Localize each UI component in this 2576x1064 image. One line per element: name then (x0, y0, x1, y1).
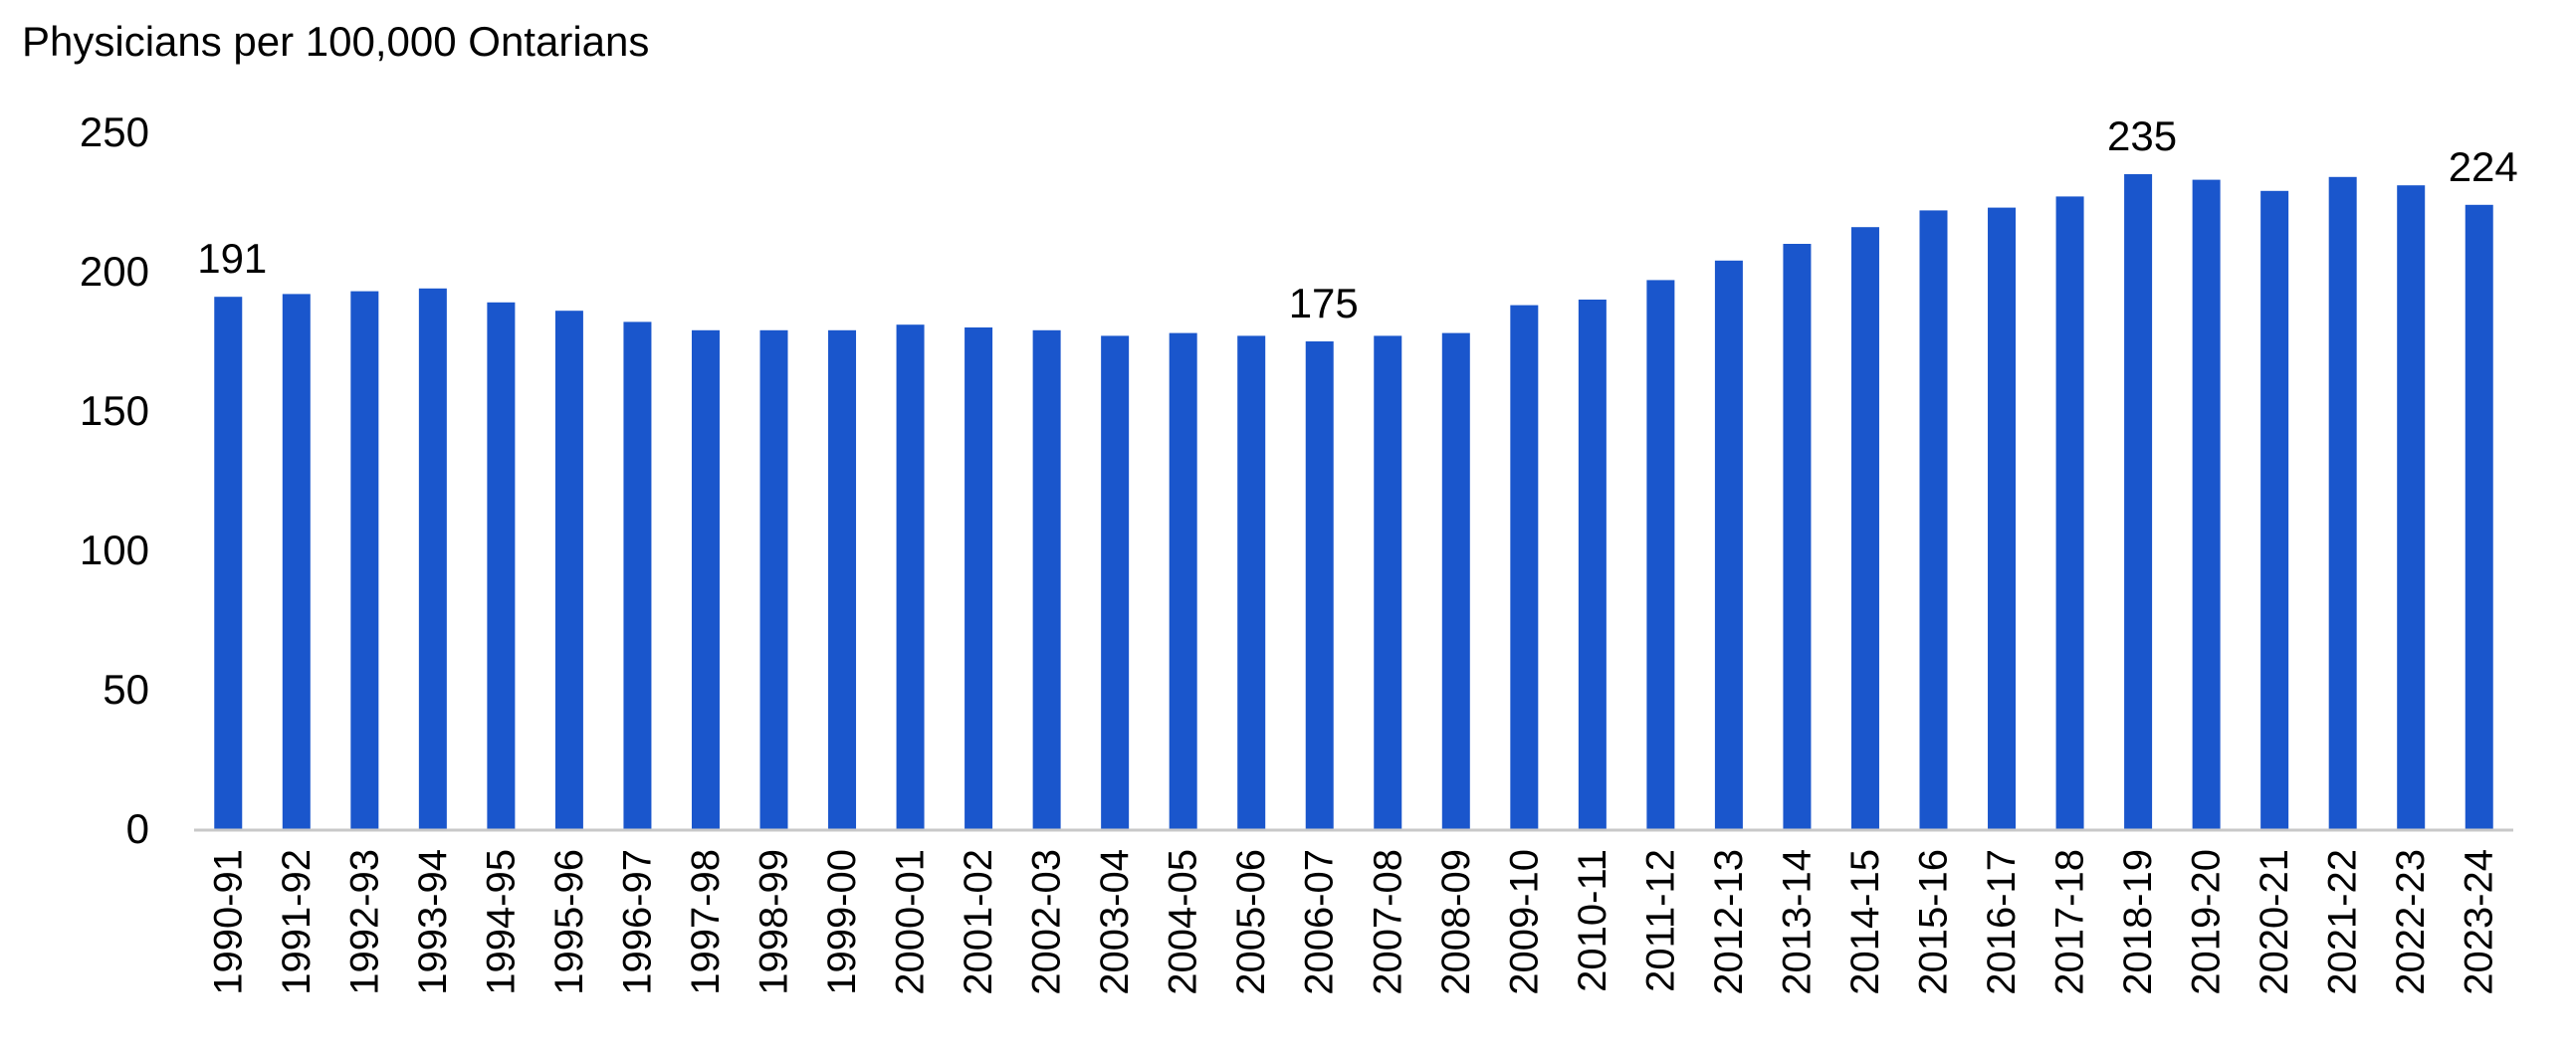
bar (1169, 332, 1197, 829)
x-tick-label: 2005-06 (1229, 849, 1273, 995)
bar (2397, 185, 2426, 829)
bar (1237, 335, 1266, 829)
bar (2192, 179, 2221, 830)
x-tick-label: 2015-16 (1912, 849, 1956, 995)
bar (759, 329, 788, 829)
x-tick-label: 2003-04 (1093, 849, 1137, 995)
bar (2055, 196, 2084, 829)
data-label: 175 (1289, 280, 1359, 326)
x-tick-label: 1995-96 (547, 849, 591, 995)
x-tick-label: 2012-13 (1707, 849, 1751, 995)
bar (1441, 332, 1470, 829)
bar (1101, 335, 1130, 829)
x-tick-label: 2023-24 (2458, 849, 2501, 995)
bar (214, 297, 243, 829)
x-tick-label: 2010-11 (1571, 849, 1614, 992)
x-tick-label: 2008-09 (1434, 849, 1478, 995)
x-tick-label: 2004-05 (1162, 849, 1205, 995)
x-tick-label: 1996-97 (615, 849, 659, 995)
x-tick-label: 1990-91 (206, 849, 250, 995)
x-tick-label: 2009-10 (1502, 849, 1546, 995)
x-tick-label: 2006-07 (1298, 849, 1342, 995)
bar (2260, 190, 2289, 830)
bar (623, 321, 652, 829)
bar (1374, 335, 1402, 829)
x-tick-label: 1998-99 (752, 849, 796, 995)
bar (1783, 244, 1812, 829)
data-label: 191 (197, 235, 267, 282)
x-tick-label: 2002-03 (1025, 849, 1069, 995)
bars (214, 174, 2493, 830)
x-tick-label: 1999-00 (820, 849, 864, 995)
bar (1714, 260, 1743, 829)
x-tick-label: 2017-18 (2048, 849, 2092, 995)
bar (691, 329, 720, 829)
data-labels: 191 175 235 224 (197, 112, 2518, 326)
bar (2328, 176, 2357, 830)
y-tick-label: 200 (80, 248, 149, 295)
bar (1510, 305, 1539, 830)
x-tick-label: 2020-21 (2253, 849, 2296, 995)
x-tick-label: 2018-19 (2116, 849, 2160, 995)
x-tick-label: 2014-15 (1843, 849, 1887, 995)
x-tick-label: 2001-02 (957, 849, 1000, 995)
bar (2465, 204, 2493, 830)
x-tick-label: 2016-17 (1980, 849, 2024, 995)
bar (896, 324, 925, 829)
x-tick-label: 1991-92 (275, 849, 319, 995)
data-label: 224 (2449, 143, 2518, 190)
bar (282, 294, 311, 829)
x-tick-label: 2000-01 (889, 849, 933, 995)
bar (487, 302, 516, 829)
x-tick-label: 1992-93 (342, 849, 386, 995)
x-tick-label: 2019-20 (2185, 849, 2229, 995)
x-tick-label: 1997-98 (684, 849, 728, 995)
bar (1578, 300, 1607, 829)
x-axis-ticks: 1990-91 1991-92 1992-93 1993-94 1994-95 1995-… (206, 849, 2500, 995)
bar (350, 291, 379, 830)
y-tick-label: 150 (80, 387, 149, 434)
y-tick-label: 50 (103, 666, 149, 713)
bar (1032, 329, 1061, 829)
bar (1919, 210, 1948, 829)
x-tick-label: 1993-94 (411, 849, 455, 995)
bar (1988, 207, 2017, 830)
bar (965, 327, 993, 829)
y-tick-label: 0 (126, 805, 149, 852)
x-tick-label: 2013-14 (1775, 849, 1819, 995)
bar (418, 288, 447, 829)
y-axis-title: Physicians per 100,000 Ontarians (22, 18, 650, 65)
x-tick-label: 2011-12 (1638, 849, 1682, 992)
bar (554, 311, 583, 829)
y-tick-label: 100 (80, 527, 149, 573)
x-tick-label: 2007-08 (1366, 849, 1409, 995)
bar (1646, 280, 1675, 829)
data-label: 235 (2107, 112, 2177, 159)
x-tick-label: 2021-22 (2321, 849, 2365, 995)
bar (1305, 341, 1334, 829)
y-axis-ticks: 0 50 100 150 200 250 (80, 108, 149, 852)
y-tick-label: 250 (80, 108, 149, 155)
x-tick-label: 2022-23 (2389, 849, 2433, 995)
bar (1850, 227, 1879, 829)
bar (2124, 174, 2153, 829)
x-tick-label: 1994-95 (479, 849, 523, 995)
bar (828, 329, 857, 829)
